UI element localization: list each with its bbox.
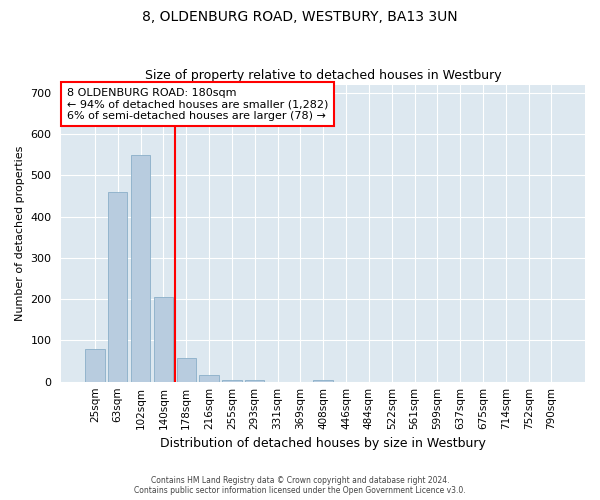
Text: 8, OLDENBURG ROAD, WESTBURY, BA13 3UN: 8, OLDENBURG ROAD, WESTBURY, BA13 3UN <box>142 10 458 24</box>
Text: 8 OLDENBURG ROAD: 180sqm
← 94% of detached houses are smaller (1,282)
6% of semi: 8 OLDENBURG ROAD: 180sqm ← 94% of detach… <box>67 88 328 120</box>
X-axis label: Distribution of detached houses by size in Westbury: Distribution of detached houses by size … <box>160 437 486 450</box>
Bar <box>108 192 127 382</box>
Bar <box>313 380 333 382</box>
Bar <box>245 380 265 382</box>
Bar <box>85 348 104 382</box>
Bar <box>131 154 150 382</box>
Bar <box>154 297 173 382</box>
Title: Size of property relative to detached houses in Westbury: Size of property relative to detached ho… <box>145 69 502 82</box>
Bar <box>199 376 219 382</box>
Text: Contains HM Land Registry data © Crown copyright and database right 2024.
Contai: Contains HM Land Registry data © Crown c… <box>134 476 466 495</box>
Bar <box>176 358 196 382</box>
Y-axis label: Number of detached properties: Number of detached properties <box>15 146 25 321</box>
Bar <box>222 380 242 382</box>
